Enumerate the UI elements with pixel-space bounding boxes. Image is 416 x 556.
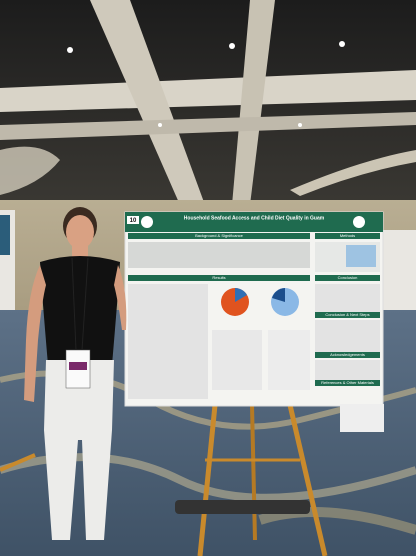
carpet-pattern [258, 507, 416, 535]
section-header: Conclusion & Next Steps [325, 312, 369, 317]
section-header-bar [315, 233, 380, 239]
person [24, 207, 127, 540]
section-header: Results [212, 275, 225, 280]
poster-header [125, 212, 383, 232]
logo [141, 216, 153, 228]
section-header-bar [315, 380, 380, 386]
side-poster [0, 215, 10, 255]
ceiling-beam [90, 0, 205, 205]
section-header: Methods [340, 233, 355, 238]
ceiling-light [0, 146, 60, 195]
ceiling-beam [232, 0, 275, 205]
pie-slice [235, 288, 247, 302]
spotlight [67, 47, 73, 53]
spotlight [298, 123, 302, 127]
poster-title: Household Seafood Access and Child Diet … [184, 215, 325, 221]
easel-leg [250, 404, 257, 541]
section-header-bar [315, 275, 380, 281]
ceiling-beam [0, 70, 416, 112]
poster-body [128, 242, 380, 399]
section-header: Background & Significance [195, 233, 244, 238]
bag [175, 500, 310, 514]
section-header-bar [128, 275, 310, 281]
section-header-bar [128, 233, 310, 239]
paper-sign [340, 404, 384, 432]
logo [353, 216, 365, 228]
easel-leg [197, 404, 218, 556]
pie-slice [272, 288, 285, 302]
section-header: References & Other Materials [321, 380, 374, 385]
spotlight [229, 43, 235, 49]
poster-sections: Background & Significance Methods Results C… [128, 233, 380, 386]
spotlight [158, 123, 162, 127]
section-header: Conclusion [338, 275, 358, 280]
ceiling-beam [0, 112, 416, 140]
spotlight [339, 41, 345, 47]
easel-leg [0, 453, 36, 472]
section-header: Acknowledgements [330, 352, 365, 357]
section-header-bar [315, 352, 380, 358]
number-sign-text: 10 [130, 218, 137, 224]
section-header-bar [315, 312, 380, 318]
easel-leg [287, 404, 328, 556]
ceiling-light [290, 150, 416, 196]
number-sign [127, 216, 139, 224]
